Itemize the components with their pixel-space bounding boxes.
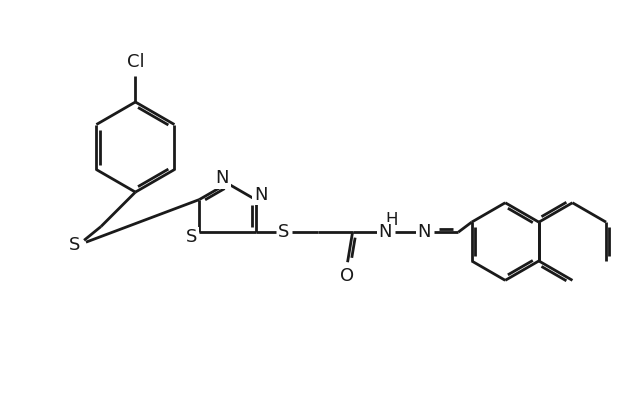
Text: O: O <box>340 267 355 285</box>
Text: S: S <box>278 223 289 241</box>
Text: Cl: Cl <box>127 53 144 71</box>
Text: N: N <box>254 185 268 204</box>
Text: N: N <box>417 223 431 241</box>
Text: S: S <box>69 236 81 254</box>
Text: N: N <box>216 169 229 188</box>
Text: N: N <box>378 223 392 241</box>
Text: S: S <box>186 228 197 246</box>
Text: H: H <box>385 211 397 229</box>
